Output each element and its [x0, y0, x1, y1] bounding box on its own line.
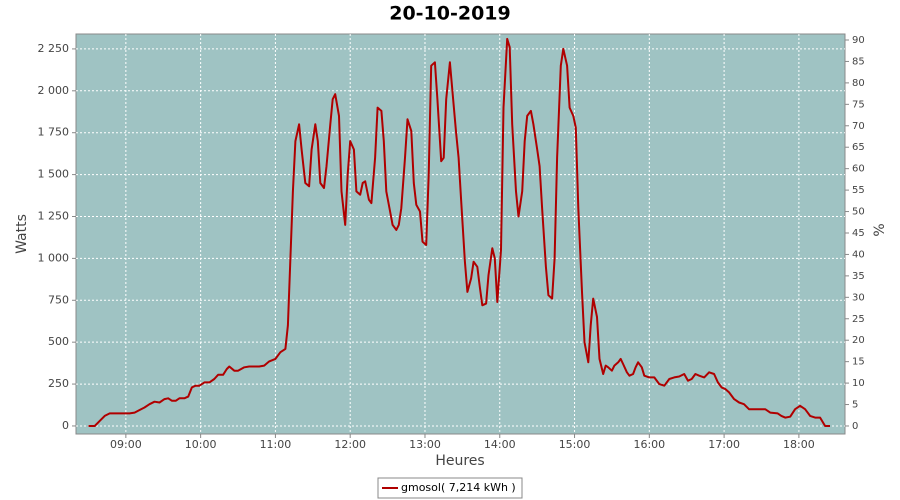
x-tick-label: 15:00 [559, 438, 591, 451]
y2-tick-label: 55 [852, 185, 865, 196]
y2-tick-label: 90 [852, 35, 865, 46]
chart-title: 20-10-2019 [389, 3, 511, 25]
x-axis-label: Heures [435, 453, 484, 469]
y2-tick-label: 5 [852, 400, 858, 411]
y-tick-label: 750 [48, 293, 69, 306]
x-tick-label: 14:00 [484, 438, 516, 451]
y2-tick-label: 45 [852, 228, 865, 239]
y2-tick-label: 40 [852, 249, 865, 260]
x-tick-label: 12:00 [334, 438, 366, 451]
y-tick-label: 1 500 [38, 168, 70, 181]
x-tick-label: 10:00 [185, 438, 217, 451]
y2-tick-label: 10 [852, 378, 865, 389]
y-tick-label: 0 [62, 419, 69, 432]
y2-axis-label: % [872, 223, 888, 236]
x-tick-label: 17:00 [708, 438, 740, 451]
data-line [88, 37, 830, 427]
y2-tick-label: 50 [852, 207, 865, 218]
y-tick-label: 250 [48, 377, 69, 390]
plot-area [75, 33, 846, 435]
y-axis-label: Watts [14, 214, 30, 254]
y2-tick-label: 85 [852, 56, 865, 67]
y2-tick-label: 60 [852, 164, 865, 175]
legend-label: gmosol( 7,214 kWh ) [401, 481, 516, 494]
y2-tick-label: 0 [852, 421, 858, 432]
legend-box [377, 477, 523, 499]
y2-tick-label: 35 [852, 271, 865, 282]
y2-tick-label: 80 [852, 78, 865, 89]
y2-tick-label: 20 [852, 335, 865, 346]
y2-tick-label: 70 [852, 121, 865, 132]
y2-tick-label: 25 [852, 314, 865, 325]
y-tick-label: 500 [48, 335, 69, 348]
y-tick-label: 1 000 [38, 251, 70, 264]
y2-tick-label: 75 [852, 99, 865, 110]
x-tick-label: 09:00 [110, 438, 142, 451]
y-tick-label: 1 250 [38, 209, 70, 222]
x-tick-label: 16:00 [633, 438, 665, 451]
y2-tick-label: 65 [852, 142, 865, 153]
y-tick-label: 1 750 [38, 126, 70, 139]
x-tick-label: 11:00 [260, 438, 292, 451]
y-tick-label: 2 000 [38, 84, 70, 97]
x-tick-label: 18:00 [783, 438, 815, 451]
y-tick-label: 2 250 [38, 42, 70, 55]
x-tick-label: 13:00 [409, 438, 441, 451]
y2-tick-label: 15 [852, 357, 865, 368]
y2-tick-label: 30 [852, 292, 865, 303]
